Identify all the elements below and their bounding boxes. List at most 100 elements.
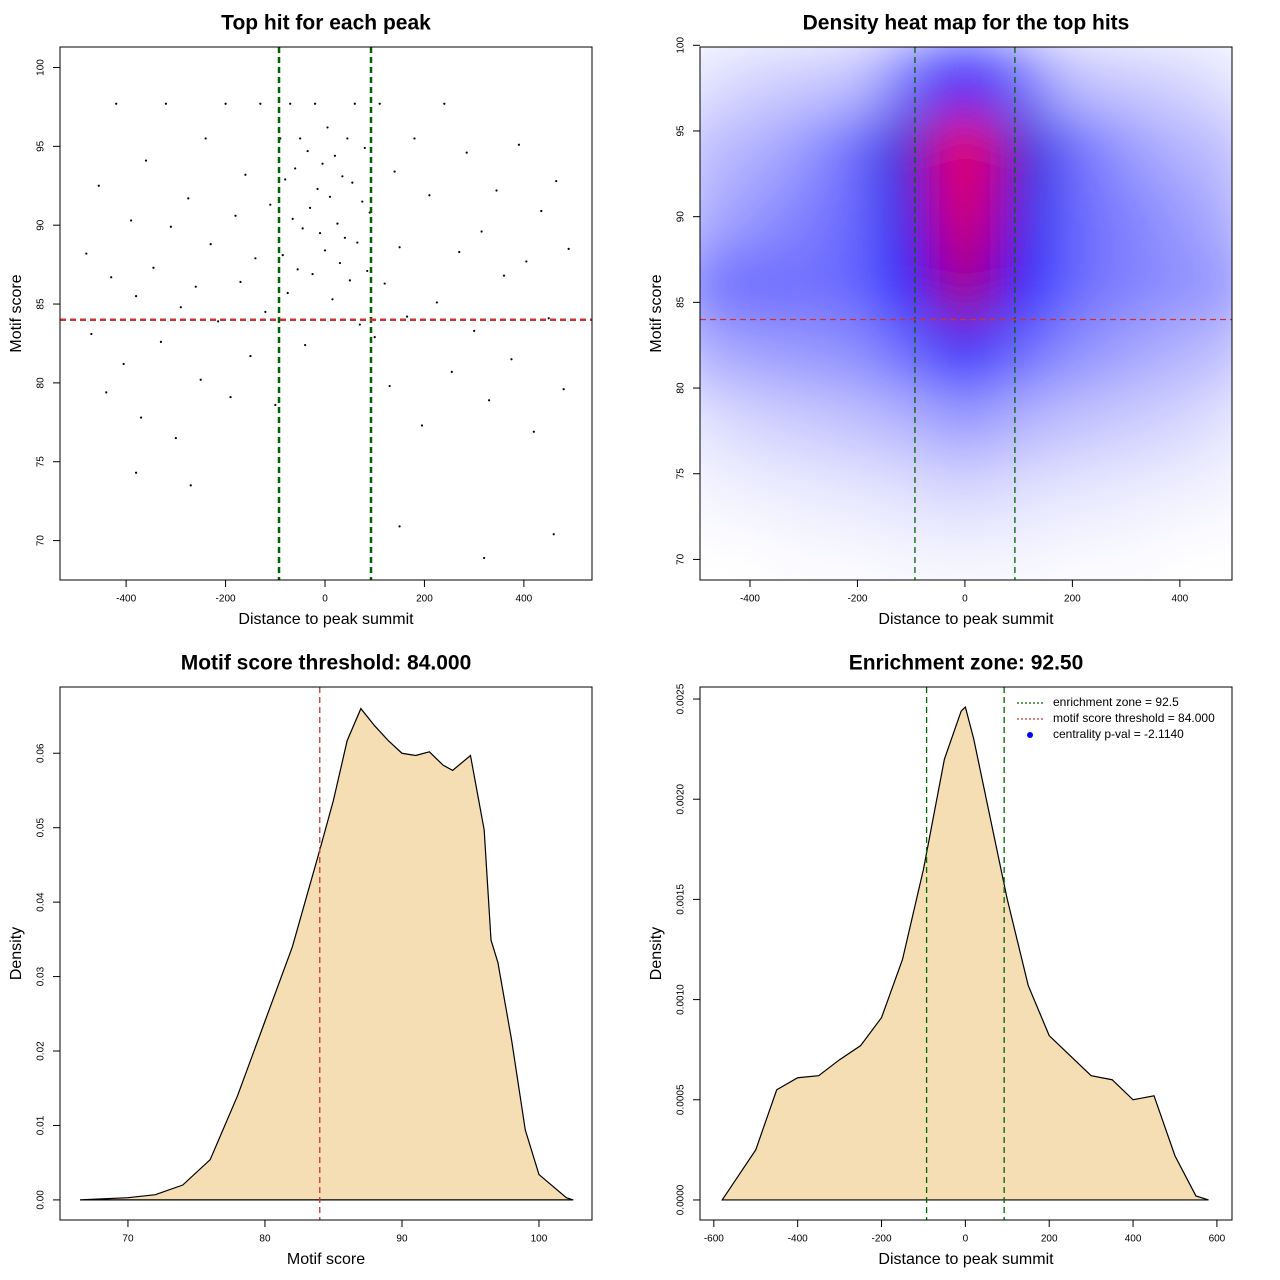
heatmap-cell [1206, 182, 1232, 252]
point [540, 209, 543, 213]
heatmap-cell [700, 113, 724, 183]
heatmap-cell [723, 388, 778, 458]
point [420, 424, 424, 427]
point [284, 178, 287, 181]
heatmap-cell [884, 388, 939, 458]
x-axis-label: Distance to peak summit [878, 611, 1054, 628]
heatmap-cell [1099, 319, 1154, 389]
point [388, 384, 391, 388]
point [473, 329, 476, 332]
y-tick-label: 80 [36, 377, 47, 389]
heatmap-cell [776, 525, 832, 580]
heatmap-cell [991, 388, 1047, 458]
heatmap-cell [776, 456, 832, 526]
point [286, 291, 289, 295]
legend-label: centrality p-val = -2.1140 [1053, 727, 1184, 741]
point [249, 354, 252, 358]
heatmap-cell [1206, 47, 1232, 115]
heatmap-cell [700, 525, 724, 580]
heatmap-cell [776, 250, 832, 320]
x-tick-label: -200 [847, 594, 867, 605]
point [301, 227, 304, 230]
heatmap-cell [991, 319, 1047, 389]
heatmap-cell [830, 525, 885, 580]
x-tick-label: -400 [116, 594, 136, 605]
point [318, 231, 322, 235]
heatmap-cell [1045, 250, 1100, 320]
point [269, 203, 272, 206]
y-tick-label: 0.01 [36, 1115, 47, 1135]
heatmap-cell [1045, 47, 1100, 115]
point [311, 272, 314, 276]
point [361, 200, 364, 203]
x-tick-label: 0 [962, 594, 968, 605]
point [517, 143, 521, 146]
heatmap-cell [1206, 388, 1232, 458]
x-tick-label: -200 [216, 594, 236, 605]
point [259, 102, 262, 105]
heatmap-cell [991, 250, 1047, 320]
heatmap-cell [1099, 47, 1154, 115]
point [338, 261, 342, 265]
point [85, 252, 88, 255]
point [373, 336, 376, 339]
heatmap-cell [1153, 47, 1208, 115]
heatmap-cell [884, 182, 939, 252]
heatmap-cell [776, 319, 832, 389]
heatmap-cell [1206, 113, 1232, 183]
point [217, 320, 220, 323]
chart-title: Enrichment zone: 92.50 [849, 652, 1084, 675]
point [97, 184, 100, 187]
heatmap-cell [830, 319, 885, 389]
point [134, 295, 138, 298]
heatmap-cell [938, 319, 993, 389]
heatmap-cell [1099, 250, 1154, 320]
y-tick-label: 0.05 [36, 818, 47, 838]
point [435, 301, 438, 304]
point [129, 219, 133, 222]
y-tick-label: 70 [676, 553, 687, 565]
chart-title: Top hit for each peak [221, 12, 431, 35]
panel: Enrichment zone: 92.50 Distance to peak s… [648, 652, 1233, 1268]
heatmap-cell [991, 113, 1047, 183]
point [234, 214, 237, 217]
point [199, 378, 202, 381]
heatmap-cell [1099, 113, 1154, 183]
heatmap-cell [1206, 525, 1232, 580]
density-area [721, 705, 1209, 1201]
point [139, 416, 143, 419]
point [450, 370, 453, 373]
point [299, 137, 302, 140]
heatmap-cell [1153, 182, 1208, 252]
x-tick-label: 70 [122, 1234, 134, 1245]
y-axis-label: Density [648, 927, 665, 980]
x-tick-label: 400 [1172, 594, 1189, 605]
panel: Top hit for each peak Distance to peak su… [8, 12, 593, 628]
point [174, 436, 177, 440]
heatmap-cell [700, 182, 724, 252]
point [552, 533, 555, 536]
heatmap-cell [723, 319, 778, 389]
point [393, 170, 396, 173]
point [122, 362, 125, 366]
heatmap-cell [723, 182, 778, 252]
heatmap-cell [1045, 388, 1100, 458]
heatmap-cell [723, 456, 778, 526]
point [363, 146, 366, 150]
y-tick-label: 95 [36, 140, 47, 152]
heatmap-cell [700, 47, 724, 115]
y-axis-label: Density [8, 927, 25, 980]
heatmap-cell [938, 113, 993, 183]
y-tick-label: 100 [676, 37, 687, 54]
point [304, 343, 307, 347]
y-tick-label: 0.0010 [676, 984, 687, 1015]
heatmap-cell [830, 250, 885, 320]
point [239, 280, 242, 284]
point [458, 250, 461, 254]
x-tick-label: 200 [416, 594, 433, 605]
point [333, 154, 337, 157]
point [169, 225, 172, 228]
heatmap-cell [884, 525, 939, 580]
y-tick-label: 0.0005 [676, 1084, 687, 1115]
heatmap-clip [700, 47, 1232, 580]
